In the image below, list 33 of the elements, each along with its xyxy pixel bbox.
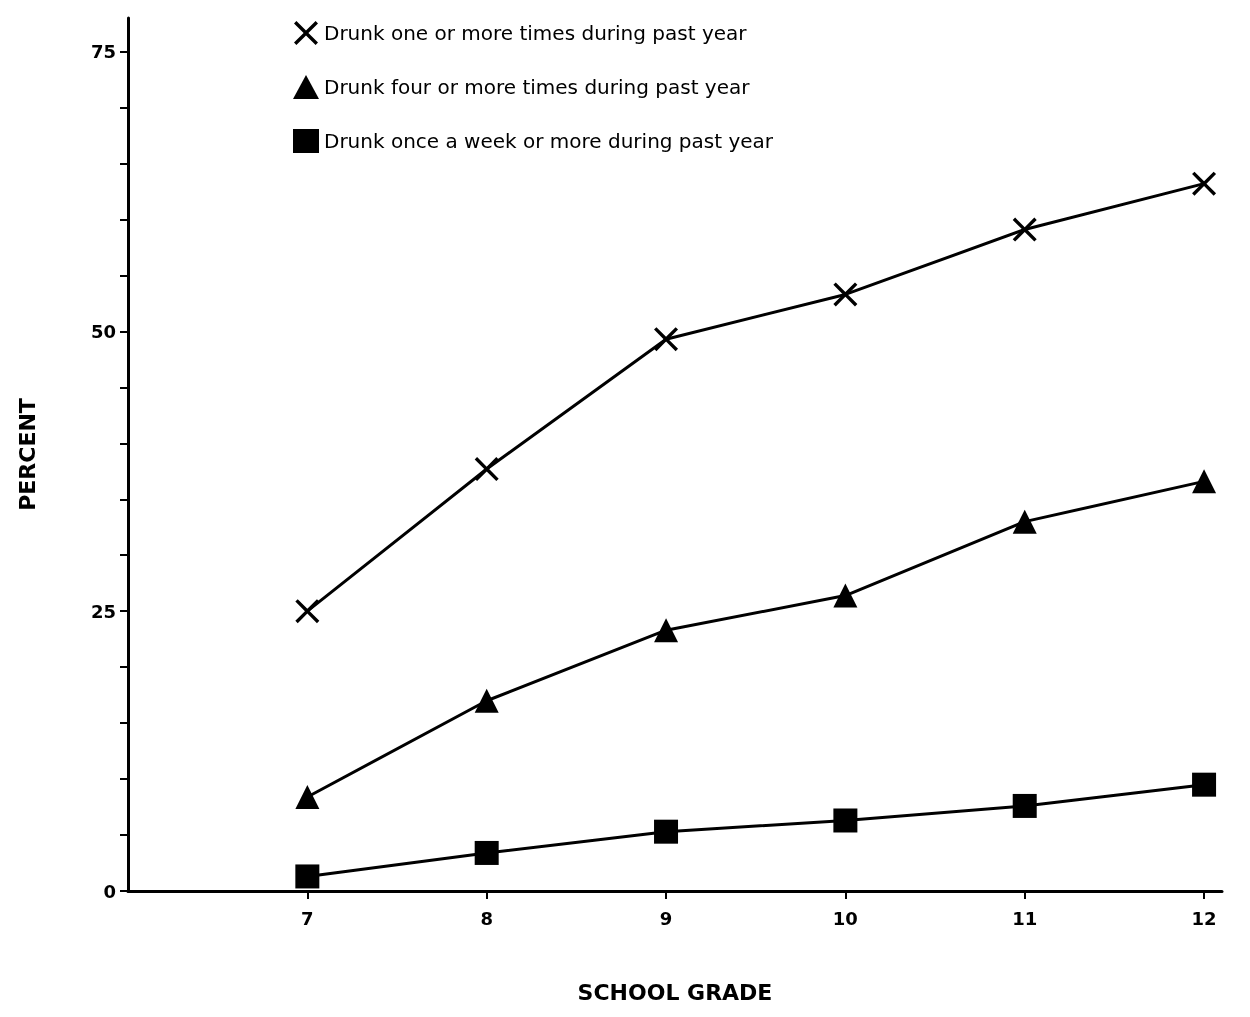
point bbox=[654, 618, 679, 643]
point bbox=[833, 583, 858, 608]
point bbox=[474, 688, 499, 713]
legend-label: Drunk once a week or more during past year bbox=[324, 129, 774, 153]
y-tick-label: 0 bbox=[103, 880, 116, 902]
point bbox=[474, 840, 499, 865]
point bbox=[295, 599, 320, 624]
point bbox=[295, 864, 320, 889]
x-tick-label: 12 bbox=[1191, 907, 1217, 929]
point bbox=[1012, 509, 1037, 534]
point bbox=[1192, 469, 1217, 494]
point bbox=[474, 457, 499, 482]
x-tick-label: 9 bbox=[659, 907, 673, 929]
legend-label: Drunk four or more times during past year bbox=[324, 75, 751, 99]
point bbox=[1012, 217, 1037, 242]
x-tick-label: 8 bbox=[480, 907, 493, 929]
x-tick-label: 10 bbox=[832, 907, 858, 929]
point bbox=[1192, 171, 1217, 196]
legend-label: Drunk one or more times during past year bbox=[324, 21, 748, 45]
x-axis-title: SCHOOL GRADE bbox=[577, 979, 773, 1005]
point bbox=[1012, 793, 1037, 818]
point bbox=[833, 808, 858, 833]
point bbox=[833, 282, 858, 307]
x-tick-label: 11 bbox=[1012, 907, 1038, 929]
y-tick-label: 25 bbox=[90, 600, 116, 622]
point bbox=[1192, 772, 1217, 797]
y-tick-label: 75 bbox=[90, 41, 116, 63]
point bbox=[654, 819, 679, 844]
y-axis-title: PERCENT bbox=[14, 398, 40, 511]
x-tick-label: 7 bbox=[301, 907, 314, 929]
y-tick-label: 50 bbox=[90, 320, 116, 342]
point bbox=[295, 784, 320, 809]
point bbox=[654, 327, 679, 352]
